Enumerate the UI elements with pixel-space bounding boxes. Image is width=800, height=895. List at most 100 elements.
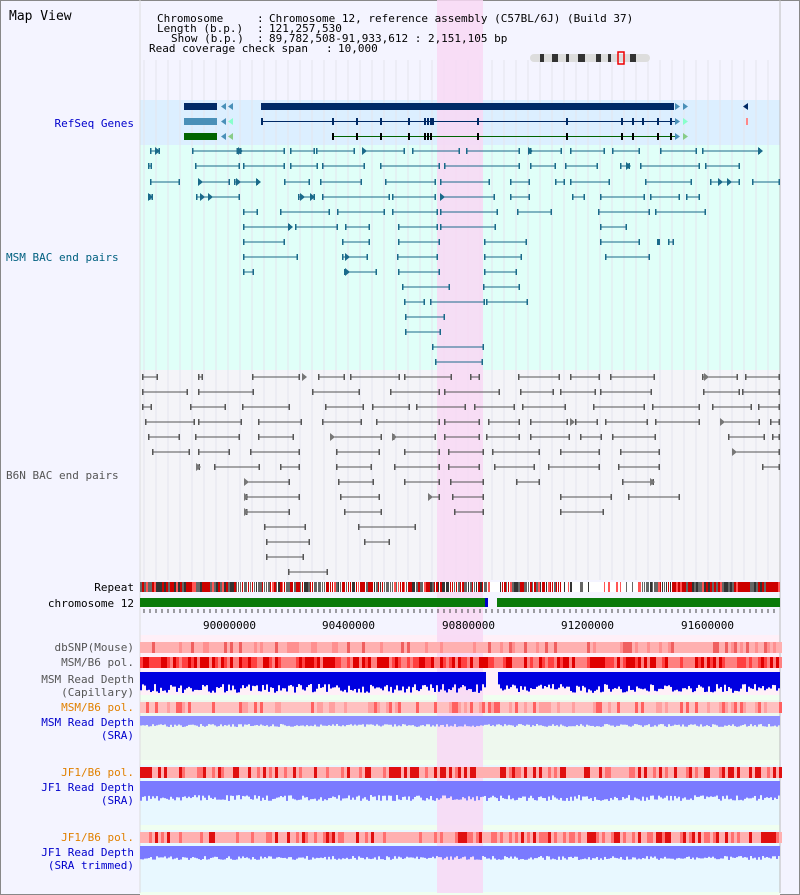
msm-depth-bar bbox=[714, 672, 716, 692]
jf1-pol-strip bbox=[728, 767, 731, 778]
track-label-msm-depth[interactable]: MSM Read Depth bbox=[41, 673, 134, 686]
gene-exon bbox=[621, 133, 623, 140]
msm-depth-bar bbox=[462, 672, 464, 685]
jf1-trim-bar bbox=[670, 846, 672, 859]
msm-pol2-strip bbox=[509, 702, 512, 713]
msm-bac-pair-end bbox=[600, 239, 602, 245]
track-label-msm-bac[interactable]: MSM BAC end pairs bbox=[6, 251, 119, 264]
dbsnp-strip bbox=[179, 642, 182, 653]
msm-pol-strip bbox=[419, 657, 422, 668]
ideogram bbox=[530, 54, 650, 62]
repeat-segment bbox=[314, 582, 316, 592]
msm-pol-strip bbox=[206, 657, 209, 668]
msm-pol2-strip bbox=[215, 702, 218, 713]
jf1-pol-strip bbox=[524, 767, 527, 778]
msm-pol-strip bbox=[371, 657, 374, 668]
repeat-segment bbox=[206, 582, 208, 592]
jf1-trim-bar bbox=[476, 846, 478, 860]
msm-pol-strip bbox=[263, 657, 266, 668]
jf1-pol-strip bbox=[647, 767, 650, 778]
jf1-pol-strip bbox=[353, 767, 356, 778]
msm-sra-bar bbox=[480, 716, 482, 726]
repeat-segment bbox=[370, 582, 372, 592]
jf1-sra-bar bbox=[228, 781, 230, 801]
track-label-msm-pol-2[interactable]: MSM/B6 pol. bbox=[61, 701, 134, 714]
msm-sra-bar bbox=[368, 716, 370, 725]
b6n-bac-pair-end bbox=[298, 494, 300, 500]
msm-pol2-strip bbox=[302, 702, 305, 713]
msm-sra-bar bbox=[742, 716, 744, 725]
repeat-segment bbox=[358, 582, 359, 592]
msm-pol2-strip bbox=[719, 702, 722, 713]
track-label-dbsnp[interactable]: dbSNP(Mouse) bbox=[54, 641, 134, 654]
msm-depth-bar bbox=[506, 672, 508, 686]
jf1-sra-bar bbox=[592, 781, 594, 801]
b6n-bac-pair-end bbox=[336, 464, 338, 470]
jf1-pol-strip bbox=[167, 767, 170, 778]
track-label-msm-sra[interactable]: MSM Read Depth bbox=[41, 716, 134, 729]
msm-pol-strip bbox=[509, 657, 512, 668]
jf1-sra-bar bbox=[734, 781, 736, 801]
jf1-pol2-strip bbox=[776, 832, 779, 843]
b6n-bac-pair-end bbox=[394, 464, 396, 470]
dbsnp-strip bbox=[323, 642, 326, 653]
jf1-trim-bar bbox=[774, 846, 776, 857]
jf1-pol2-strip bbox=[548, 832, 551, 843]
msm-pol2-strip bbox=[164, 702, 167, 713]
jf1-pol2-strip bbox=[572, 832, 575, 843]
jf1-trim-bar bbox=[250, 846, 252, 860]
msm-depth-bar bbox=[736, 672, 738, 691]
msm-depth-bar bbox=[754, 672, 756, 685]
repeat-segment bbox=[274, 582, 276, 592]
repeat-segment bbox=[234, 582, 236, 592]
msm-pol-strip bbox=[338, 657, 341, 668]
jf1-pol-strip bbox=[173, 767, 176, 778]
b6n-bac-arrow bbox=[392, 433, 397, 441]
msm-sra-bar bbox=[620, 716, 622, 725]
msm-depth-bar bbox=[676, 672, 678, 690]
msm-bac-arrow bbox=[208, 193, 213, 201]
jf1-trim-bar bbox=[554, 846, 556, 860]
jf1-sra-bar bbox=[242, 781, 244, 796]
jf1-sra-bar bbox=[366, 781, 368, 800]
track-label-b6n-bac[interactable]: B6N BAC end pairs bbox=[6, 469, 119, 482]
b6n-bac-pair-end bbox=[560, 509, 562, 515]
msm-depth-bar bbox=[764, 672, 766, 691]
track-label-jf1-sra[interactable]: JF1 Read Depth bbox=[41, 781, 134, 794]
msm-pol-strip bbox=[299, 657, 302, 668]
jf1-sra-bar bbox=[300, 781, 302, 800]
msm-pol2-strip bbox=[473, 702, 476, 713]
b6n-bac-pair-end bbox=[530, 419, 532, 425]
track-label-jf1-pol[interactable]: JF1/B6 pol. bbox=[61, 766, 134, 779]
track-label-refseq[interactable]: RefSeq Genes bbox=[54, 117, 134, 130]
msm-bac-pair-end bbox=[256, 209, 258, 215]
chromosome-key: Chromosome bbox=[157, 12, 224, 25]
msm-bac-pair-end bbox=[243, 209, 245, 215]
track-label-msm-pol[interactable]: MSM/B6 pol. bbox=[61, 656, 134, 669]
jf1-sra-bar bbox=[708, 781, 710, 798]
msm-pol-strip bbox=[476, 657, 479, 668]
jf1-pol2-strip bbox=[401, 832, 404, 843]
jf1-pol2-strip bbox=[380, 832, 383, 843]
jf1-sra-bar bbox=[460, 781, 462, 800]
jf1-pol-strip bbox=[371, 767, 374, 778]
jf1-trim-bar bbox=[716, 846, 718, 860]
msm-depth-bar bbox=[700, 672, 702, 687]
msm-depth-bar bbox=[142, 672, 144, 685]
track-label-jf1-pol-2[interactable]: JF1/B6 pol. bbox=[61, 831, 134, 844]
jf1-pol2-strip bbox=[590, 832, 593, 843]
msm-sra-bar bbox=[650, 716, 652, 727]
dbsnp-strip bbox=[233, 642, 236, 653]
jf1-trim-bar bbox=[334, 846, 336, 859]
b6n-bac-arrow bbox=[330, 433, 335, 441]
msm-pol-strip bbox=[152, 657, 155, 668]
msm-bac-arrow bbox=[626, 162, 631, 170]
track-label-jf1-trim[interactable]: JF1 Read Depth bbox=[41, 846, 134, 859]
msm-pol2-strip bbox=[257, 702, 260, 713]
jf1-pol-strip bbox=[233, 767, 236, 778]
msm-depth-bar bbox=[450, 672, 452, 691]
jf1-trim-bar bbox=[150, 846, 152, 858]
msm-sra-bar bbox=[334, 716, 336, 726]
jf1-sra-bar bbox=[224, 781, 226, 800]
